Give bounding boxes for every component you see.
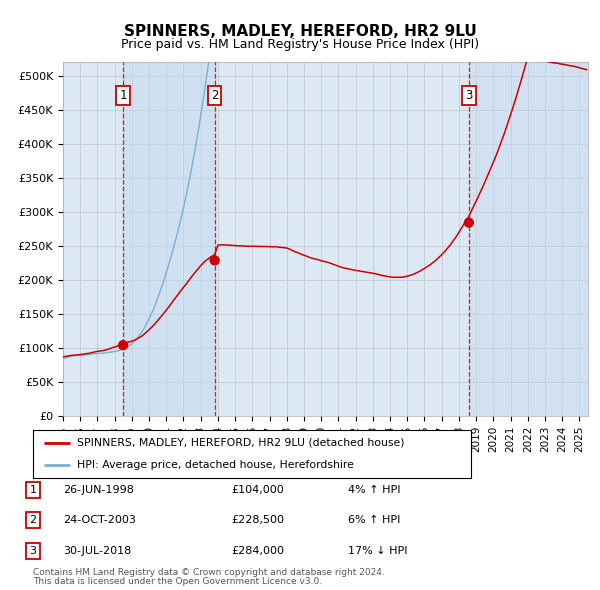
Point: [118, 340, 128, 350]
Text: 1: 1: [29, 485, 37, 494]
Text: 3: 3: [29, 546, 37, 556]
Text: 4% ↑ HPI: 4% ↑ HPI: [348, 485, 401, 494]
Text: 24-OCT-2003: 24-OCT-2003: [63, 516, 136, 525]
Text: Contains HM Land Registry data © Crown copyright and database right 2024.: Contains HM Land Registry data © Crown c…: [33, 568, 385, 577]
Text: HPI: Average price, detached house, Herefordshire: HPI: Average price, detached house, Here…: [77, 460, 353, 470]
Text: 26-JUN-1998: 26-JUN-1998: [63, 485, 134, 494]
Text: 1: 1: [119, 89, 127, 102]
Point: [464, 218, 473, 227]
Text: 6% ↑ HPI: 6% ↑ HPI: [348, 516, 400, 525]
Bar: [469, 62, 588, 416]
Text: Price paid vs. HM Land Registry's House Price Index (HPI): Price paid vs. HM Land Registry's House …: [121, 38, 479, 51]
Text: 30-JUL-2018: 30-JUL-2018: [63, 546, 131, 556]
Text: 2: 2: [211, 89, 218, 102]
Text: £284,000: £284,000: [231, 546, 284, 556]
Text: This data is licensed under the Open Government Licence v3.0.: This data is licensed under the Open Gov…: [33, 578, 322, 586]
Point: [210, 255, 220, 265]
Text: £228,500: £228,500: [231, 516, 284, 525]
Text: £104,000: £104,000: [231, 485, 284, 494]
Text: 3: 3: [465, 89, 473, 102]
Bar: [123, 62, 215, 416]
Text: SPINNERS, MADLEY, HEREFORD, HR2 9LU (detached house): SPINNERS, MADLEY, HEREFORD, HR2 9LU (det…: [77, 438, 404, 448]
Text: SPINNERS, MADLEY, HEREFORD, HR2 9LU: SPINNERS, MADLEY, HEREFORD, HR2 9LU: [124, 24, 476, 38]
Text: 2: 2: [29, 516, 37, 525]
Text: 17% ↓ HPI: 17% ↓ HPI: [348, 546, 407, 556]
